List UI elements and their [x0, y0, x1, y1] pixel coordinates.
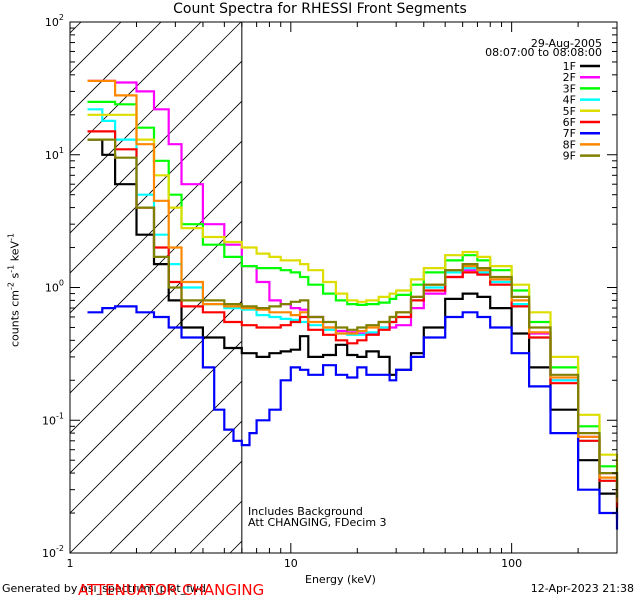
y-tick-exponent: -2 — [56, 544, 64, 553]
hatch-line — [109, 420, 242, 553]
hatch-line — [70, 22, 202, 154]
plot-frame — [69, 21, 618, 554]
annotation-background: Includes Background — [248, 505, 363, 518]
hatch-line — [70, 140, 242, 314]
legend-label-8F: 8F — [563, 138, 576, 151]
hatch-line — [70, 380, 242, 553]
y-tick-exponent: 1 — [59, 146, 64, 155]
y-tick-label: 101 — [45, 146, 64, 162]
y-axis-label-part-0: counts cm — [8, 289, 22, 347]
annotation-attenuator-state: Att CHANGING, FDecim 3 — [248, 516, 387, 529]
x-tick-label: 100 — [501, 557, 522, 570]
y-tick-base: 10 — [42, 547, 56, 560]
y-tick-base: 10 — [45, 149, 59, 162]
y-axis-label-sup-0: -2 — [6, 281, 16, 290]
y-tick-base: 10 — [42, 414, 56, 427]
chart-title: Count Spectra for RHESSI Front Segments — [173, 1, 467, 17]
hatch-line — [70, 100, 242, 274]
hatch-line — [70, 60, 242, 234]
plot-date: 29-Aug-2005 — [530, 37, 602, 50]
hatch-line — [350, 22, 640, 553]
hatch-line — [70, 22, 242, 194]
legend-label-7F: 7F — [563, 127, 576, 140]
y-tick-label: 102 — [45, 13, 64, 29]
y-axis-label-part-2: keV — [8, 240, 22, 265]
legend-label-5F: 5F — [563, 105, 576, 118]
legend-label-9F: 9F — [563, 150, 576, 163]
hatch-line — [0, 22, 1, 553]
attenuator-warning: ATTENUATOR CHANGING — [78, 581, 265, 599]
series-line-4F — [87, 108, 619, 508]
y-tick-label: 100 — [45, 279, 64, 295]
x-tick-label: 10 — [284, 557, 298, 570]
hatch-line — [70, 340, 242, 514]
series-line-3F — [87, 100, 619, 490]
series-line-1F — [87, 138, 619, 520]
legend-label-1F: 1F — [563, 60, 576, 73]
plot-time-range: 08:07:00 to 08:08:00 — [485, 46, 602, 59]
legend-label-2F: 2F — [563, 71, 576, 84]
hatch-line — [70, 260, 242, 434]
y-tick-base: 10 — [45, 282, 59, 295]
series-line-7F — [87, 305, 619, 530]
y-tick-label: 10-2 — [42, 544, 64, 560]
legend-label-4F: 4F — [563, 94, 576, 107]
y-tick-exponent: -1 — [56, 411, 64, 420]
hatch-line — [70, 180, 242, 354]
series-line-9F — [87, 138, 619, 498]
series-line-5F — [87, 113, 619, 481]
y-axis-label-sup-2: -1 — [6, 233, 16, 241]
y-tick-base: 10 — [45, 16, 59, 29]
y-axis-label-part-1: s — [8, 272, 22, 282]
x-tick-label: 1 — [67, 557, 74, 570]
hatch-line — [70, 300, 242, 474]
y-axis-label: counts cm-2 s-1 keV-1 — [7, 233, 22, 347]
hatch-line — [70, 220, 242, 394]
y-tick-exponent: 0 — [59, 279, 64, 288]
y-axis-label-sup-1: -1 — [6, 264, 16, 273]
y-tick-label: 10-1 — [42, 411, 64, 427]
generated-by-text: Generated by hsi_spectrum_plot_fwd — [2, 582, 206, 595]
series-line-8F — [87, 79, 619, 503]
y-tick-exponent: 2 — [59, 13, 64, 22]
footer-timestamp: 12-Apr-2023 21:38 — [530, 582, 634, 595]
x-axis-label: Energy (keV) — [305, 573, 376, 586]
series-line-2F — [87, 79, 619, 501]
hatch-line — [270, 22, 640, 553]
hatch-line — [310, 22, 640, 553]
legend-label-3F: 3F — [563, 82, 576, 95]
hatch-line — [70, 22, 162, 114]
legend-label-6F: 6F — [563, 116, 576, 129]
series-line-6F — [87, 130, 619, 508]
hatch-line — [149, 460, 242, 553]
